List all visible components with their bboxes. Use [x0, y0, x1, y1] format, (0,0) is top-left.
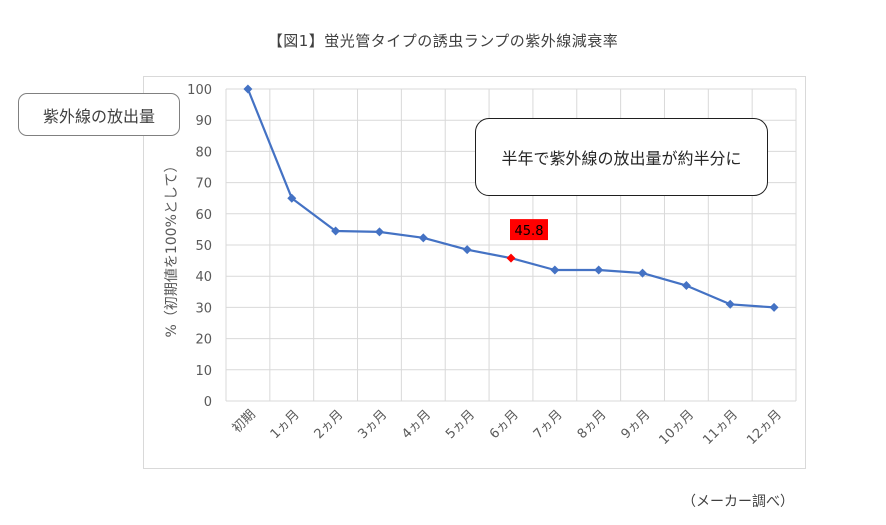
y-tick-label: 40	[195, 270, 212, 285]
highlight-point	[506, 253, 516, 263]
x-tick-label: 4ヵ月	[399, 407, 434, 442]
x-tick-label: 1ヵ月	[268, 407, 303, 442]
x-tick-label: 8ヵ月	[575, 407, 610, 442]
chart-frame	[143, 76, 806, 469]
data-point	[374, 227, 384, 237]
x-tick-label: 10ヵ月	[657, 407, 698, 448]
x-tick-label: 3ヵ月	[355, 407, 390, 442]
x-tick-label: 9ヵ月	[619, 407, 654, 442]
y-tick-label: 10	[195, 364, 212, 379]
data-point	[681, 281, 691, 291]
y-tick-label: 100	[187, 83, 212, 98]
data-markers	[243, 84, 779, 312]
highlight-label-box	[510, 219, 548, 241]
y-tick-label: 0	[204, 395, 212, 410]
y-tick-label: 30	[195, 301, 212, 316]
y-tick-label: 90	[195, 114, 212, 129]
x-tick-label: 5ヵ月	[443, 407, 478, 442]
y-axis-label: %（初期値を100%として）	[163, 159, 180, 338]
x-axis-ticks: 初期 1ヵ月 2ヵ月 3ヵ月 4ヵ月 5ヵ月 6ヵ月 7ヵ月 8ヵ月 9ヵ月 10ヵ月 11ヵ月 12ヵ…	[230, 407, 785, 448]
y-tick-label: 70	[195, 177, 212, 192]
x-tick-label: 初期	[230, 407, 259, 436]
y-axis-ticks: 0 10 20 30 40 50 60 70 80 90 100	[187, 83, 212, 410]
data-point	[462, 245, 472, 255]
data-point	[725, 299, 735, 309]
data-point	[638, 268, 648, 278]
highlight-label: 45.8	[515, 224, 544, 239]
source-note: （メーカー調べ）	[682, 494, 794, 510]
y-tick-label: 20	[195, 333, 212, 348]
callout-half-in-six-months: 半年で紫外線の放出量が約半分に	[475, 118, 768, 196]
y-tick-label: 80	[195, 145, 212, 160]
data-point	[331, 226, 341, 236]
data-point	[287, 193, 297, 203]
data-point	[550, 265, 560, 275]
data-point	[769, 302, 779, 312]
data-point	[243, 84, 253, 94]
x-tick-label: 12ヵ月	[744, 407, 785, 448]
x-tick-label: 11ヵ月	[700, 407, 741, 448]
x-tick-label: 2ヵ月	[312, 407, 347, 442]
callout-uv-output: 紫外線の放出量	[18, 93, 180, 136]
x-tick-label: 6ヵ月	[487, 407, 522, 442]
figure-title: 【図1】蛍光管タイプの誘虫ランプの紫外線減衰率	[267, 32, 619, 50]
y-tick-label: 60	[195, 208, 212, 223]
x-tick-label: 7ヵ月	[531, 407, 566, 442]
data-point	[594, 265, 604, 275]
y-tick-label: 50	[195, 239, 212, 254]
data-point	[418, 233, 428, 243]
highlight-label-group: 45.8	[510, 219, 548, 241]
